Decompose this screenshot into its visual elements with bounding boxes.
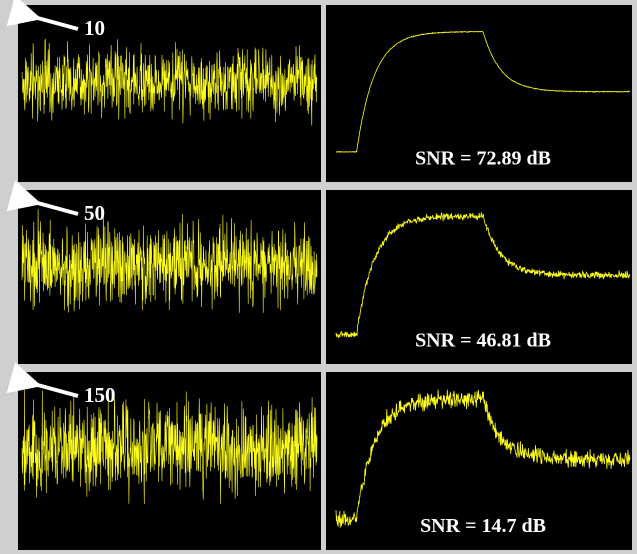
snr-label: SNR = 14.7 dB [420,515,546,537]
figure: 10 SNR = 72.89 dB 50 SNR = 46.81 dB 150 SNR =… [0,0,637,554]
snr-label: SNR = 46.81 dB [415,330,551,352]
noise-level-label: 50 [84,201,105,225]
snr-label: SNR = 72.89 dB [415,147,551,169]
noise-level-label: 10 [84,16,105,40]
noise-level-label: 150 [84,383,116,407]
